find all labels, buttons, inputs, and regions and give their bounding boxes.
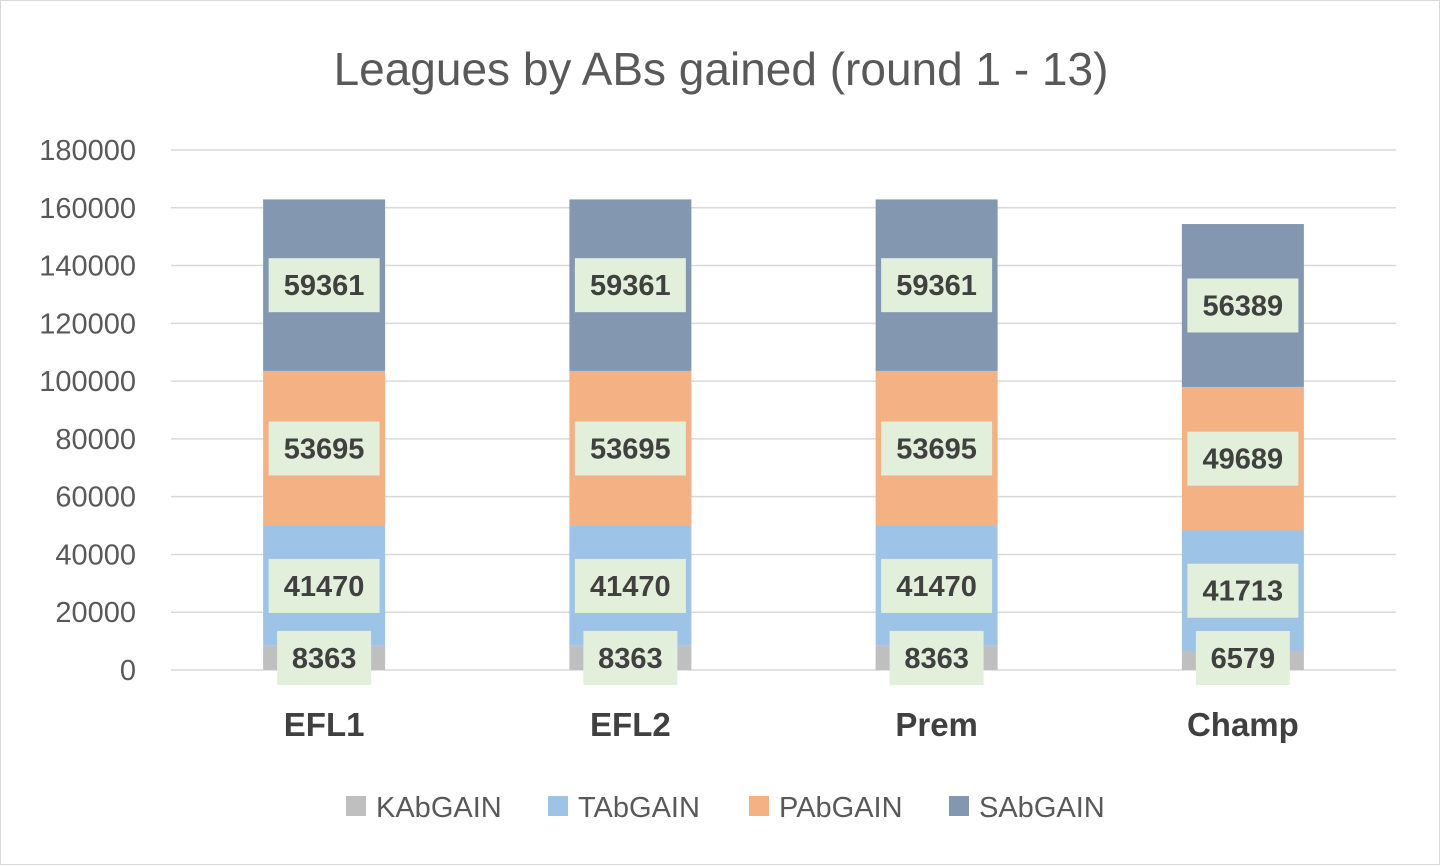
legend-label: SAbGAIN — [979, 792, 1105, 824]
x-tick-label: EFL2 — [590, 706, 671, 743]
data-label: 8363 — [598, 643, 663, 675]
legend-label: TAbGAIN — [578, 792, 700, 824]
x-tick-label: EFL1 — [284, 706, 365, 743]
data-label-box — [1187, 431, 1299, 486]
data-label-box — [574, 421, 686, 476]
data-label-box — [268, 421, 380, 476]
y-tick-label: 180000 — [39, 135, 136, 167]
data-label-box — [277, 630, 372, 685]
data-label-box — [574, 558, 686, 613]
legend-swatch — [749, 796, 769, 816]
y-tick-label: 80000 — [55, 424, 136, 456]
legend-swatch — [949, 796, 969, 816]
data-label-box — [881, 421, 993, 476]
y-axis: 0 20000 40000 60000 80000 100000 120000 140000 1… — [39, 135, 136, 687]
y-tick-label: 0 — [120, 655, 136, 687]
data-label-box — [881, 258, 993, 313]
data-label: 56389 — [1203, 290, 1284, 322]
data-label-box — [574, 258, 686, 313]
y-tick-label: 140000 — [39, 251, 136, 283]
data-label: 8363 — [904, 643, 969, 675]
data-label-box — [268, 258, 380, 313]
data-label: 41470 — [284, 571, 365, 603]
data-label: 49689 — [1203, 444, 1284, 476]
data-label-box — [1187, 563, 1299, 618]
y-tick-label: 40000 — [55, 539, 136, 571]
y-tick-label: 100000 — [39, 366, 136, 398]
bars — [263, 199, 1304, 670]
data-label: 8363 — [292, 643, 357, 675]
x-tick-label: Champ — [1187, 706, 1299, 743]
y-tick-label: 160000 — [39, 193, 136, 225]
x-axis: EFL1 EFL2 Prem Champ — [284, 706, 1299, 743]
data-label-box — [1195, 631, 1290, 685]
data-label-box — [583, 630, 678, 685]
legend: KAbGAIN TAbGAIN PAbGAIN SAbGAIN — [346, 792, 1105, 824]
data-label-box — [889, 630, 984, 685]
y-tick-label: 60000 — [55, 482, 136, 514]
data-label: 59361 — [284, 270, 365, 302]
legend-swatch — [346, 796, 366, 816]
data-labels: 8363 41470 53695 59361 8363 41470 53695 59361 83… — [268, 258, 1299, 685]
legend-label: KAbGAIN — [376, 792, 502, 824]
chart-title: Leagues by ABs gained (round 1 - 13) — [334, 43, 1109, 95]
data-label: 53695 — [284, 433, 365, 465]
y-tick-label: 20000 — [55, 597, 136, 629]
data-label: 59361 — [896, 270, 977, 302]
data-label: 53695 — [896, 433, 977, 465]
x-tick-label: Prem — [895, 706, 978, 743]
data-label-box — [1187, 278, 1299, 333]
data-label: 41470 — [590, 571, 671, 603]
data-label: 59361 — [590, 270, 671, 302]
legend-swatch — [548, 796, 568, 816]
data-label: 41470 — [896, 571, 977, 603]
data-label: 53695 — [590, 433, 671, 465]
legend-label: PAbGAIN — [779, 792, 903, 824]
data-label: 41713 — [1203, 576, 1284, 608]
data-label-box — [268, 558, 380, 613]
data-label: 6579 — [1211, 643, 1276, 675]
y-tick-label: 120000 — [39, 308, 136, 340]
data-label-box — [881, 558, 993, 613]
